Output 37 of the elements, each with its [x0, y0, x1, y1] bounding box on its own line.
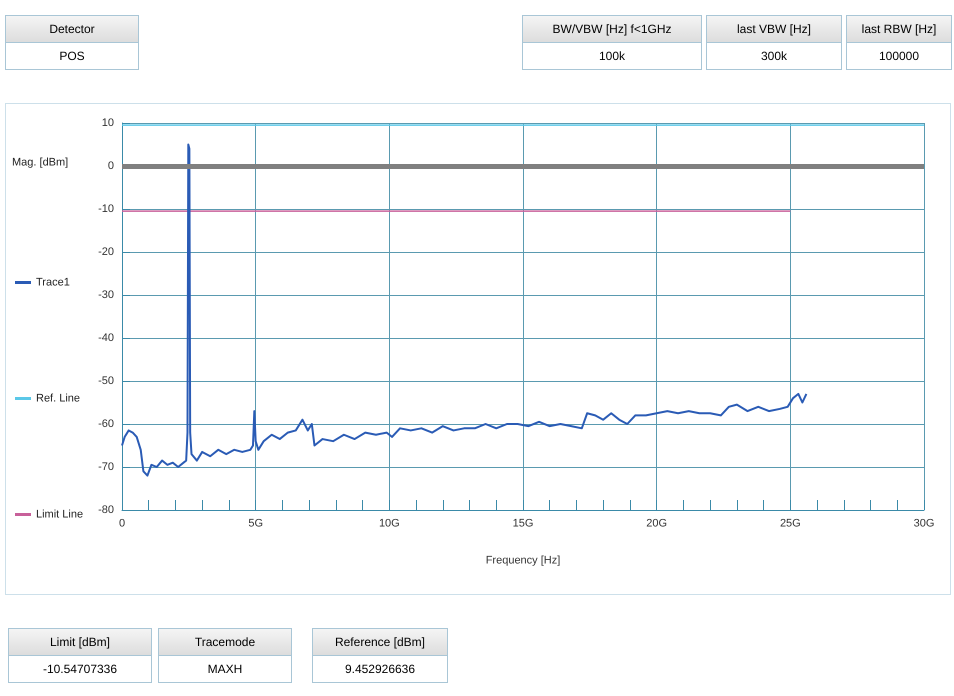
x-tick-label: 0	[118, 518, 126, 530]
text: Detector	[6, 16, 138, 43]
x-tick-label: 25G	[780, 518, 801, 530]
x-axis-title: Frequency [Hz]	[486, 554, 560, 566]
x-tick-label: 15G	[512, 518, 534, 530]
y-axis-title: Mag. [dBm]	[12, 156, 68, 168]
y-tick-label: -50	[98, 375, 114, 387]
text: 100000	[878, 48, 920, 65]
text: Tracemode	[159, 629, 291, 656]
y-tick-label: -10	[98, 203, 114, 215]
text: last VBW [Hz]	[707, 16, 841, 43]
legend-label: Trace1	[36, 276, 70, 288]
text: -10.54707336	[42, 661, 118, 678]
y-tick-label: -30	[98, 289, 114, 301]
y-tick-label: -20	[98, 246, 114, 258]
text: Limit [dBm]	[9, 629, 151, 656]
legend-label: Ref. Line	[36, 392, 80, 404]
y-tick-label: -60	[98, 418, 114, 430]
x-tick-label: 10G	[378, 518, 400, 530]
y-tick-label: 0	[108, 160, 114, 172]
text: POS	[58, 48, 86, 65]
y-tick-label: -80	[98, 504, 114, 516]
y-tick-label: 10	[102, 117, 114, 129]
text: BW/VBW [Hz] f<1GHz	[523, 16, 701, 43]
x-tick-label: 5G	[248, 518, 264, 530]
text: 100k	[598, 48, 626, 65]
text: MAXH	[206, 661, 244, 678]
y-tick-label: -40	[98, 332, 114, 344]
line-series	[121, 144, 808, 477]
legend-label: Limit Line	[36, 508, 84, 520]
y-tick-label: -70	[98, 461, 114, 473]
x-tick-label: 30G	[914, 518, 934, 530]
x-tick-label: 20G	[646, 518, 668, 530]
text: 9.452926636	[344, 661, 416, 678]
text: last RBW [Hz]	[847, 16, 951, 43]
text: 300k	[760, 48, 788, 65]
text: Reference [dBm]	[313, 629, 447, 656]
